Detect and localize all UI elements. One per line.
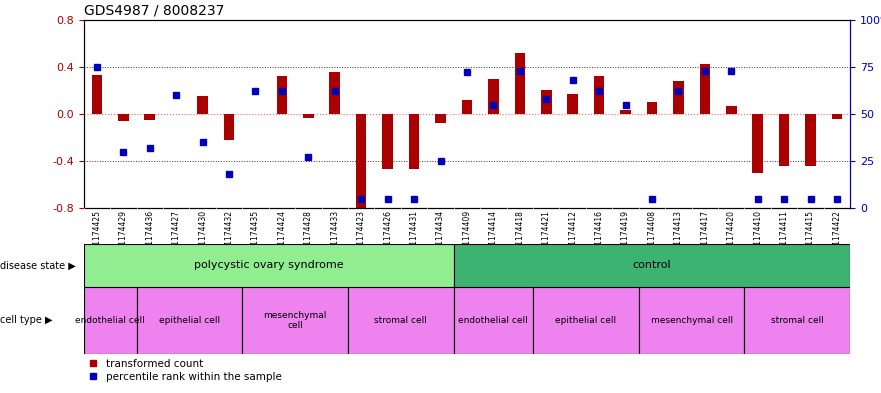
- Bar: [533, 287, 639, 354]
- Bar: [224, 114, 234, 140]
- Text: cell type ▶: cell type ▶: [0, 315, 53, 325]
- Text: GSM1174409: GSM1174409: [463, 210, 471, 261]
- Bar: [454, 244, 850, 287]
- Text: GSM1174425: GSM1174425: [93, 210, 101, 261]
- Text: GSM1174417: GSM1174417: [700, 210, 709, 261]
- Text: stromal cell: stromal cell: [771, 316, 824, 325]
- Text: endothelial cell: endothelial cell: [75, 316, 145, 325]
- Bar: [118, 114, 129, 121]
- Bar: [137, 287, 242, 354]
- Text: epithelial cell: epithelial cell: [159, 316, 220, 325]
- Bar: [567, 94, 578, 114]
- Legend: transformed count, percentile rank within the sample: transformed count, percentile rank withi…: [89, 359, 281, 382]
- Text: GSM1174430: GSM1174430: [198, 210, 207, 261]
- Bar: [454, 287, 533, 354]
- Text: disease state ▶: disease state ▶: [0, 260, 76, 270]
- Bar: [348, 287, 454, 354]
- Bar: [594, 76, 604, 114]
- Text: GSM1174416: GSM1174416: [595, 210, 603, 261]
- Text: GSM1174433: GSM1174433: [330, 210, 339, 261]
- Text: GSM1174410: GSM1174410: [753, 210, 762, 261]
- Text: GSM1174428: GSM1174428: [304, 210, 313, 261]
- Text: endothelial cell: endothelial cell: [458, 316, 529, 325]
- Bar: [382, 114, 393, 169]
- Bar: [462, 100, 472, 114]
- Text: GSM1174415: GSM1174415: [806, 210, 815, 261]
- Text: GSM1174435: GSM1174435: [251, 210, 260, 261]
- Bar: [242, 287, 348, 354]
- Text: GDS4987 / 8008237: GDS4987 / 8008237: [84, 3, 224, 17]
- Text: GSM1174426: GSM1174426: [383, 210, 392, 261]
- Text: mesenchymal cell: mesenchymal cell: [650, 316, 733, 325]
- Bar: [752, 114, 763, 173]
- Text: GSM1174421: GSM1174421: [542, 210, 551, 261]
- Bar: [515, 53, 525, 114]
- Text: GSM1174418: GSM1174418: [515, 210, 524, 261]
- Text: GSM1174423: GSM1174423: [357, 210, 366, 261]
- Bar: [779, 114, 789, 166]
- Bar: [673, 81, 684, 114]
- Text: GSM1174422: GSM1174422: [833, 210, 841, 261]
- Bar: [409, 114, 419, 169]
- Bar: [805, 114, 816, 166]
- Text: GSM1174431: GSM1174431: [410, 210, 418, 261]
- Bar: [744, 287, 850, 354]
- Text: control: control: [633, 260, 671, 270]
- Bar: [647, 102, 657, 114]
- Text: stromal cell: stromal cell: [374, 316, 427, 325]
- Bar: [84, 287, 137, 354]
- Text: GSM1174436: GSM1174436: [145, 210, 154, 261]
- Text: GSM1174432: GSM1174432: [225, 210, 233, 261]
- Bar: [329, 72, 340, 114]
- Bar: [832, 114, 842, 119]
- Text: GSM1174419: GSM1174419: [621, 210, 630, 261]
- Bar: [92, 75, 102, 114]
- Text: GSM1174429: GSM1174429: [119, 210, 128, 261]
- Text: epithelial cell: epithelial cell: [555, 316, 617, 325]
- Text: GSM1174414: GSM1174414: [489, 210, 498, 261]
- Text: GSM1174427: GSM1174427: [172, 210, 181, 261]
- Bar: [620, 110, 631, 114]
- Bar: [639, 287, 744, 354]
- Bar: [144, 114, 155, 120]
- Text: GSM1174411: GSM1174411: [780, 210, 788, 261]
- Text: GSM1174434: GSM1174434: [436, 210, 445, 261]
- Text: GSM1174412: GSM1174412: [568, 210, 577, 261]
- Bar: [197, 96, 208, 114]
- Bar: [435, 114, 446, 123]
- Bar: [303, 114, 314, 118]
- Text: GSM1174420: GSM1174420: [727, 210, 736, 261]
- Bar: [356, 114, 366, 208]
- Bar: [541, 90, 552, 114]
- Bar: [726, 106, 737, 114]
- Bar: [488, 79, 499, 114]
- Text: GSM1174424: GSM1174424: [278, 210, 286, 261]
- Text: polycystic ovary syndrome: polycystic ovary syndrome: [194, 260, 344, 270]
- Bar: [84, 244, 454, 287]
- Text: GSM1174408: GSM1174408: [648, 210, 656, 261]
- Text: GSM1174413: GSM1174413: [674, 210, 683, 261]
- Text: mesenchymal
cell: mesenchymal cell: [263, 310, 327, 330]
- Bar: [277, 76, 287, 114]
- Bar: [700, 64, 710, 114]
